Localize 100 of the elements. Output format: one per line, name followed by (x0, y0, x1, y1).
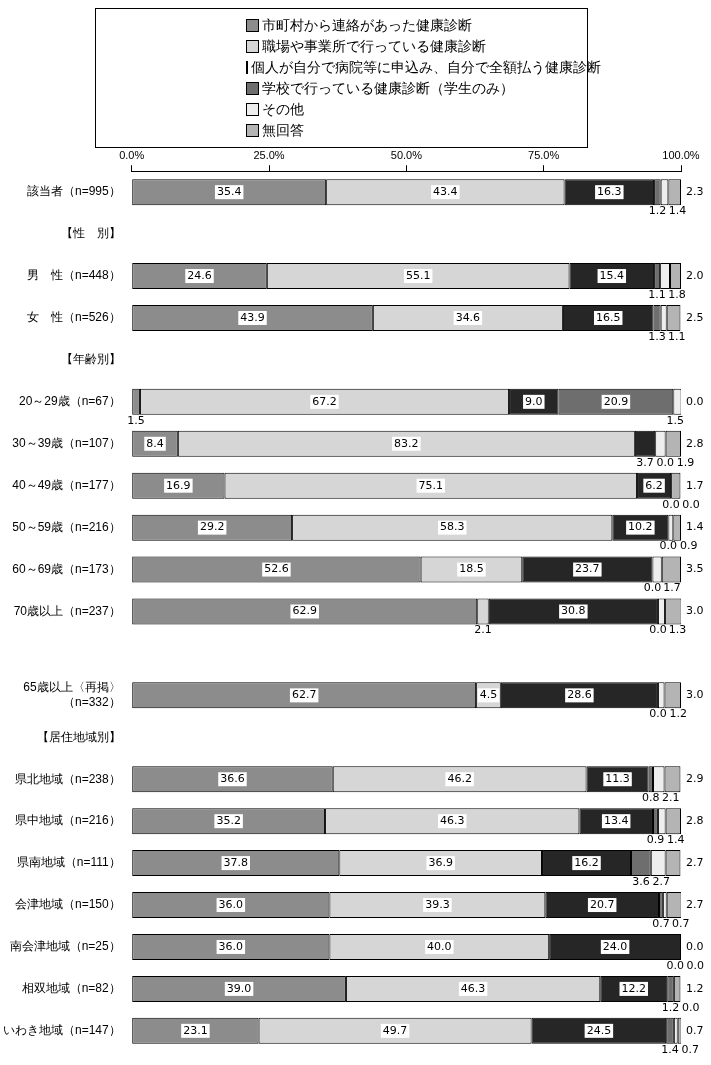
data-label: 0.0 (656, 455, 674, 469)
data-label: 46.2 (447, 772, 472, 786)
data-label: 0.0 (659, 539, 678, 553)
data-label: 0.7 (672, 916, 690, 930)
y-tick-label: 60～69歳（n=173） (12, 561, 121, 576)
data-label: 24.6 (187, 268, 212, 282)
legend-label: 学校で行っている健康診断（学生のみ） (262, 79, 514, 98)
data-label: 0.0 (682, 497, 700, 511)
y-tick-label: 相双地域（n=82） (21, 981, 121, 996)
legend-label: 個人が自分で病院等に申込み、自分で全額払う健康診断 (251, 58, 601, 77)
data-label: 13.4 (603, 814, 629, 828)
data-label: 0.0 (662, 497, 680, 511)
y-tick-label: 20～29歳（n=67） (18, 394, 121, 409)
data-label: 39.3 (425, 897, 450, 911)
data-label: 1.1 (667, 329, 686, 343)
data-label: 62.9 (292, 604, 317, 618)
data-label: 46.3 (439, 814, 465, 828)
y-tick-label: 50～59歳（n=216） (12, 519, 121, 534)
data-label: 46.3 (460, 981, 486, 995)
data-label: 39.0 (226, 981, 252, 995)
data-label: 1.5 (127, 413, 145, 427)
data-label: 1.4 (667, 833, 685, 847)
data-label: 0.8 (642, 791, 660, 805)
data-label: 4.5 (479, 688, 498, 702)
data-label: 16.9 (166, 478, 191, 492)
data-label: 1.4 (668, 204, 687, 218)
y-tick-label: いわき地域（n=147） (3, 1023, 121, 1038)
legend-label: 職場や事業所で行っている健康診断 (262, 37, 486, 56)
x-tick-label: 75.0% (528, 148, 560, 161)
data-label: 0.0 (649, 707, 667, 721)
data-label: 3.0 (686, 688, 704, 702)
data-label: 35.4 (216, 185, 242, 199)
data-label: 20.9 (603, 394, 629, 408)
data-label: 3.7 (636, 455, 654, 469)
data-label: 55.1 (405, 268, 431, 282)
data-label: 1.2 (669, 707, 687, 721)
data-label: 29.2 (199, 520, 225, 534)
data-label: 1.2 (661, 1000, 680, 1014)
data-label: 1.7 (686, 478, 704, 492)
data-label: 9.0 (525, 394, 543, 408)
data-label: 36.9 (428, 855, 453, 869)
y-tick-label: 30～39歳（n=107） (12, 436, 121, 451)
data-label: 1.1 (648, 287, 666, 301)
data-label: 3.6 (632, 874, 650, 888)
data-label: 28.6 (567, 688, 592, 702)
data-label: 1.3 (648, 329, 666, 343)
data-label: 2.1 (474, 623, 492, 637)
data-label: 34.6 (455, 310, 481, 324)
data-label: 83.2 (394, 436, 419, 450)
data-label: 12.2 (621, 981, 647, 995)
data-label: 43.4 (433, 185, 458, 199)
x-tick-label: 25.0% (253, 148, 285, 161)
data-label: 0.0 (649, 623, 667, 637)
y-tick-label: 県南地域（n=111） (16, 855, 121, 870)
data-label: 1.2 (686, 981, 704, 995)
data-label: 1.8 (668, 287, 686, 301)
data-label: 58.3 (439, 520, 465, 534)
data-label: 36.0 (218, 939, 244, 953)
data-label: 2.5 (686, 310, 704, 324)
data-label: 67.2 (312, 394, 337, 408)
y-tick-label: 県北地域（n=238） (15, 771, 121, 786)
x-tick-label: 100.0% (662, 148, 700, 161)
data-label: 0.0 (643, 581, 662, 595)
data-label: 10.2 (628, 520, 653, 534)
data-label: 2.7 (686, 855, 704, 869)
data-label: 23.1 (183, 1023, 208, 1037)
data-label: 0.0 (686, 394, 704, 408)
data-label: 0.0 (686, 939, 704, 953)
data-label: 0.9 (646, 833, 665, 847)
data-label: 36.0 (218, 897, 244, 911)
data-label: 16.5 (595, 310, 621, 324)
y-tick-label: 40～49歳（n=177） (12, 478, 121, 493)
y-tick-label: 【居住地域別】 (36, 729, 121, 744)
data-label: 0.0 (686, 958, 705, 972)
y-tick-label: 会津地域（n=150） (15, 897, 121, 912)
data-label: 11.3 (605, 772, 630, 786)
x-tick-label: 0.0% (119, 148, 145, 161)
data-label: 1.4 (661, 1042, 679, 1056)
data-label: 0.0 (666, 958, 685, 972)
data-label: 2.8 (686, 436, 704, 450)
data-label: 15.4 (599, 268, 625, 282)
data-label: 2.7 (652, 874, 670, 888)
y-tick-label: 【性 別】 (60, 226, 121, 241)
legend-label: 無回答 (262, 121, 304, 140)
data-label: 1.5 (666, 413, 685, 427)
y-tick-label: 70歳以上（n=237） (13, 603, 121, 618)
data-label: 1.9 (676, 455, 695, 469)
data-label: 6.2 (645, 478, 663, 492)
y-tick-label: 65歳以上〈再掲〉（n=332） (23, 680, 121, 709)
data-label: 0.0 (682, 1000, 700, 1014)
data-label: 16.3 (597, 185, 622, 199)
data-label: 30.8 (561, 604, 586, 618)
data-label: 23.7 (575, 562, 600, 576)
data-label: 75.1 (418, 478, 444, 492)
data-label: 43.9 (240, 310, 265, 324)
y-tick-label: 【年齢別】 (60, 352, 121, 367)
data-label: 24.0 (602, 939, 628, 953)
data-label: 0.7 (686, 1023, 704, 1037)
data-label: 1.2 (648, 204, 667, 218)
data-label: 2.7 (686, 897, 704, 911)
